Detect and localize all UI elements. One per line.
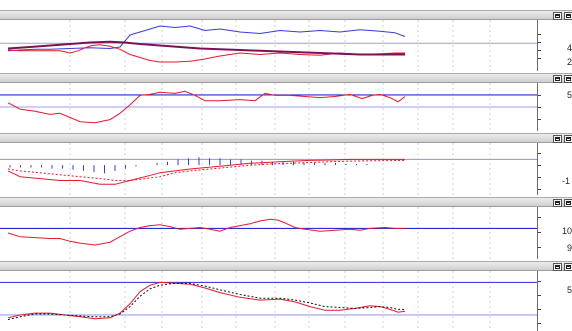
pane-1-price-axis: 4 2	[537, 20, 572, 71]
pane-5-price-axis: 5	[537, 271, 572, 331]
pane-3-maximize-icon[interactable]	[553, 135, 562, 143]
pane-1-plot	[0, 20, 537, 71]
axis-tick	[538, 95, 541, 96]
pane-4-axis-label-bottom: 9	[567, 243, 572, 253]
pane-4: 10 9	[0, 197, 572, 259]
pane-1-body: 4 2	[0, 20, 572, 71]
series-line	[7, 282, 405, 321]
pane-1-chart	[0, 20, 537, 71]
axis-tick	[538, 295, 541, 296]
axis-tick	[538, 247, 541, 248]
pane-4-body: 10 9	[0, 207, 572, 259]
pane-3: -1	[0, 133, 572, 195]
axis-tick	[538, 165, 541, 166]
pane-4-axis-label-top: 10	[562, 226, 572, 236]
pane-5: 5	[0, 261, 572, 331]
series-line	[7, 40, 405, 56]
axis-tick	[538, 217, 541, 218]
pane-5-body: 5	[0, 271, 572, 331]
series-line	[7, 90, 406, 124]
pane-1-axis-label-bottom: 2	[567, 57, 572, 67]
pane-3-body: -1	[0, 143, 572, 195]
pane-2-plot	[0, 83, 537, 131]
axis-tick	[538, 323, 541, 324]
series-line	[7, 25, 406, 52]
pane-1-axis-label-top: 4	[567, 43, 572, 53]
axis-tick	[538, 34, 541, 35]
axis-tick	[538, 153, 541, 154]
series-line	[7, 44, 405, 63]
axis-tick	[538, 107, 541, 108]
pane-3-chart	[0, 143, 537, 195]
pane-2-maximize-icon[interactable]	[553, 75, 562, 83]
axis-tick	[538, 58, 541, 59]
series-line	[7, 218, 405, 246]
pane-1-maximize-icon[interactable]	[553, 12, 562, 20]
pane-5-maximize-icon[interactable]	[553, 263, 562, 271]
pane-2-price-axis: 5	[537, 83, 572, 131]
pane-4-price-axis: 10 9	[537, 207, 572, 259]
axis-tick	[538, 50, 541, 51]
pane-3-header	[0, 133, 572, 143]
series-line	[7, 281, 406, 320]
pane-3-maximize-icon-2[interactable]	[564, 135, 572, 143]
pane-4-maximize-icon-2[interactable]	[564, 199, 572, 207]
axis-tick	[538, 232, 541, 233]
pane-4-plot	[0, 207, 537, 259]
pane-5-header	[0, 261, 572, 271]
axis-tick	[538, 119, 541, 120]
axis-tick	[538, 42, 541, 43]
pane-2-header	[0, 73, 572, 83]
pane-1: 4 2	[0, 10, 572, 71]
pane-2-body: 5	[0, 83, 572, 131]
axis-tick	[538, 309, 541, 310]
pane-2: 5	[0, 73, 572, 131]
pane-4-chart	[0, 207, 537, 259]
pane-1-maximize-icon-2[interactable]	[564, 12, 572, 20]
pane-5-maximize-icon-2[interactable]	[564, 263, 572, 271]
pane-5-plot	[0, 271, 537, 331]
pane-5-axis-label: 5	[567, 285, 572, 295]
axis-tick	[538, 189, 541, 190]
pane-5-chart	[0, 271, 537, 331]
pane-3-axis-label: -1	[562, 176, 571, 186]
pane-4-header	[0, 197, 572, 207]
pane-4-maximize-icon[interactable]	[553, 199, 562, 207]
series-line	[7, 159, 406, 181]
pane-2-maximize-icon-2[interactable]	[564, 75, 572, 83]
pane-3-price-axis: -1	[537, 143, 572, 195]
pane-2-axis-label: 5	[567, 90, 572, 100]
axis-tick	[538, 281, 541, 282]
pane-3-plot	[0, 143, 537, 195]
axis-tick	[538, 177, 541, 178]
pane-2-chart	[0, 83, 537, 131]
series-line	[7, 158, 405, 185]
pane-1-header	[0, 10, 572, 20]
